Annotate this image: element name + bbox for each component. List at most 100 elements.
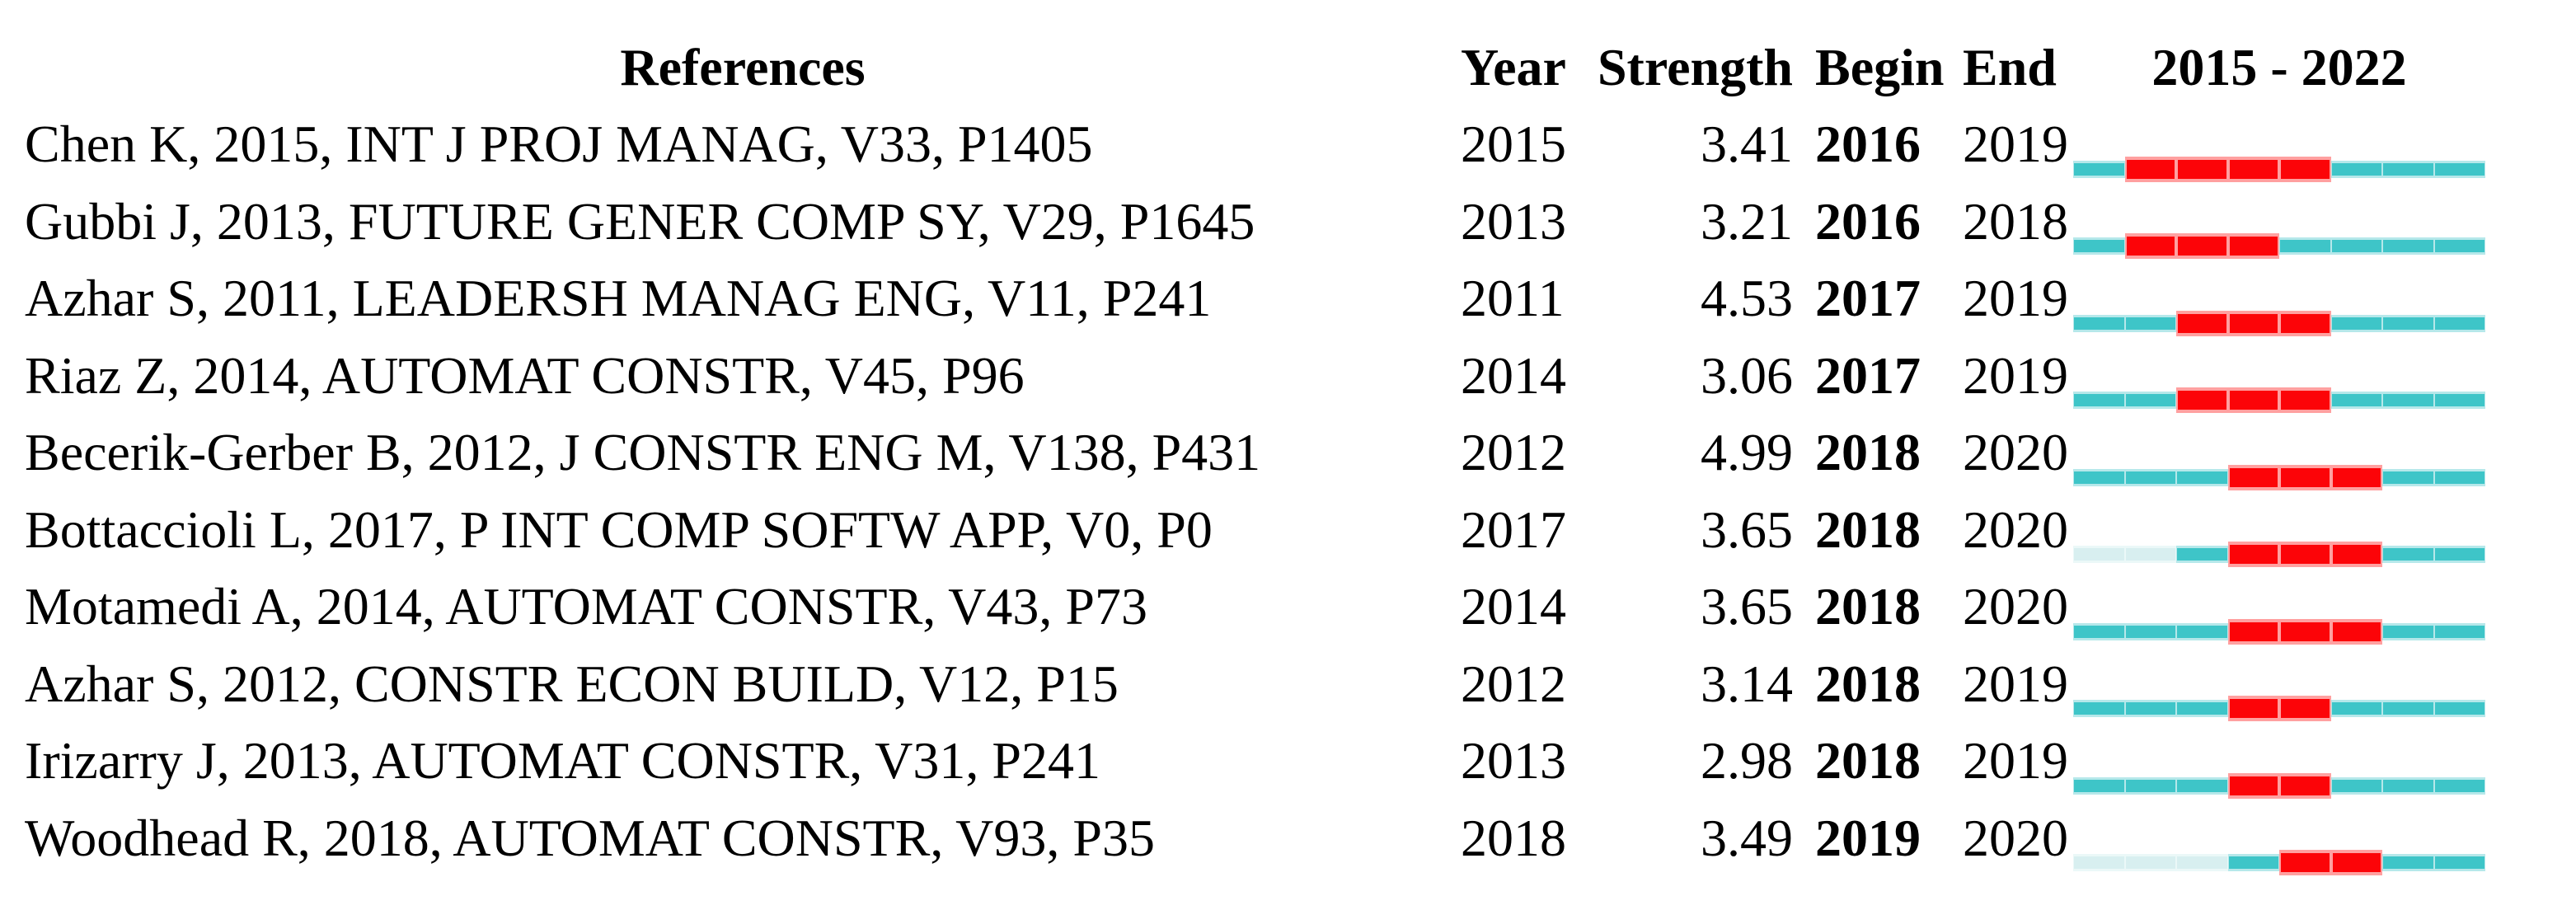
timeline-segment-2015: [2073, 392, 2125, 410]
timeline-segment-2020: [2330, 618, 2382, 645]
timeline-segment-2020: [2330, 237, 2382, 256]
timeline-segment-core: [2178, 237, 2226, 256]
timeline-segment-core: [2281, 467, 2330, 487]
timeline-segment-2015: [2073, 160, 2125, 178]
timeline-cell: [2073, 260, 2485, 338]
timeline-segment-2021: [2382, 776, 2434, 795]
timeline-segment-core: [2125, 548, 2175, 561]
year-cell: 2014: [1461, 345, 1566, 405]
year-cell: 2013: [1461, 191, 1566, 251]
timeline-segment-core: [2281, 776, 2330, 795]
timeline-segment-core: [2434, 779, 2485, 792]
timeline-segment-core: [2331, 702, 2381, 715]
burst-timeline-bar: [2073, 233, 2485, 260]
timeline-segment-core: [2331, 162, 2381, 176]
strength-cell: 3.41: [1701, 115, 1793, 174]
timeline-segment-core: [2383, 471, 2433, 484]
timeline-segment-2019: [2279, 464, 2331, 490]
timeline-segment-2021: [2382, 854, 2434, 872]
timeline-segment-core: [2383, 702, 2433, 715]
column-header-period: 2015 - 2022: [2151, 37, 2407, 96]
timeline-segment-core: [2074, 394, 2124, 407]
timeline-segment-core: [2125, 394, 2175, 407]
timeline-segment-core: [2125, 625, 2175, 638]
timeline-segment-2020: [2330, 542, 2382, 568]
strength-cell: 3.49: [1701, 808, 1793, 867]
timeline-segment-core: [2126, 159, 2175, 179]
reference-cell: Irizarry J, 2013, AUTOMAT CONSTR, V31, P…: [25, 731, 1100, 790]
year-cell: 2013: [1461, 731, 1566, 790]
timeline-segment-2022: [2433, 546, 2485, 564]
end-cell: 2019: [1963, 269, 2068, 328]
timeline-segment-core: [2074, 162, 2124, 176]
strength-cell: 3.65: [1701, 500, 1793, 559]
timeline-segment-2019: [2279, 156, 2331, 182]
timeline-segment-2022: [2433, 468, 2485, 486]
begin-cell: 2018: [1815, 654, 1921, 713]
strength-cell: 2.98: [1701, 731, 1793, 790]
timeline-segment-2021: [2382, 622, 2434, 640]
timeline-segment-2016: [2124, 546, 2176, 564]
timeline-segment-2016: [2124, 622, 2176, 640]
timeline-segment-2020: [2330, 700, 2382, 718]
begin-cell: 2017: [1815, 269, 1921, 328]
timeline-segment-core: [2281, 545, 2330, 565]
timeline-segment-2015: [2073, 622, 2125, 640]
end-cell: 2020: [1963, 577, 2068, 636]
begin-cell: 2019: [1815, 808, 1921, 867]
timeline-segment-core: [2074, 317, 2124, 330]
timeline-segment-2022: [2433, 392, 2485, 410]
timeline-segment-2022: [2433, 237, 2485, 256]
timeline-segment-2016: [2124, 314, 2176, 332]
timeline-segment-2017: [2176, 233, 2228, 260]
timeline-segment-core: [2177, 779, 2227, 792]
timeline-segment-2019: [2279, 850, 2331, 876]
timeline-segment-2017: [2176, 776, 2228, 795]
timeline-segment-core: [2331, 240, 2381, 253]
timeline-segment-2016: [2124, 700, 2176, 718]
timeline-segment-core: [2229, 545, 2278, 565]
column-header-end: End: [1963, 37, 2057, 96]
timeline-segment-core: [2229, 313, 2278, 333]
timeline-segment-core: [2332, 853, 2381, 873]
timeline-segment-core: [2332, 467, 2381, 487]
timeline-segment-2018: [2227, 156, 2279, 182]
year-cell: 2012: [1461, 423, 1566, 482]
timeline-segment-2018: [2227, 464, 2279, 490]
timeline-segment-core: [2125, 779, 2175, 792]
timeline-segment-2015: [2073, 776, 2125, 795]
timeline-segment-core: [2228, 856, 2278, 870]
timeline-segment-2020: [2330, 392, 2382, 410]
timeline-segment-core: [2434, 317, 2485, 330]
end-cell: 2019: [1963, 115, 2068, 174]
timeline-segment-core: [2281, 622, 2330, 641]
year-cell: 2012: [1461, 654, 1566, 713]
timeline-segment-core: [2434, 702, 2485, 715]
reference-cell: Azhar S, 2011, LEADERSH MANAG ENG, V11, …: [25, 269, 1212, 328]
timeline-segment-2015: [2073, 700, 2125, 718]
begin-cell: 2016: [1815, 191, 1921, 251]
timeline-segment-2018: [2227, 696, 2279, 722]
column-header-begin: Begin: [1815, 37, 1945, 96]
timeline-segment-core: [2074, 702, 2124, 715]
year-cell: 2015: [1461, 115, 1566, 174]
timeline-segment-core: [2434, 162, 2485, 176]
timeline-segment-core: [2281, 853, 2330, 873]
burst-timeline-bar: [2073, 696, 2485, 722]
year-cell: 2017: [1461, 500, 1566, 559]
timeline-segment-2021: [2382, 700, 2434, 718]
timeline-segment-2022: [2433, 622, 2485, 640]
begin-cell: 2016: [1815, 115, 1921, 174]
timeline-segment-core: [2434, 548, 2485, 561]
timeline-segment-2019: [2279, 387, 2331, 414]
timeline-segment-core: [2178, 313, 2226, 333]
timeline-segment-core: [2074, 779, 2124, 792]
begin-cell: 2018: [1815, 577, 1921, 636]
end-cell: 2020: [1963, 808, 2068, 867]
begin-cell: 2017: [1815, 345, 1921, 405]
end-cell: 2019: [1963, 654, 2068, 713]
timeline-segment-core: [2229, 159, 2278, 179]
timeline-segment-2015: [2073, 237, 2125, 256]
timeline-segment-2016: [2124, 854, 2176, 872]
timeline-segment-core: [2229, 467, 2278, 487]
